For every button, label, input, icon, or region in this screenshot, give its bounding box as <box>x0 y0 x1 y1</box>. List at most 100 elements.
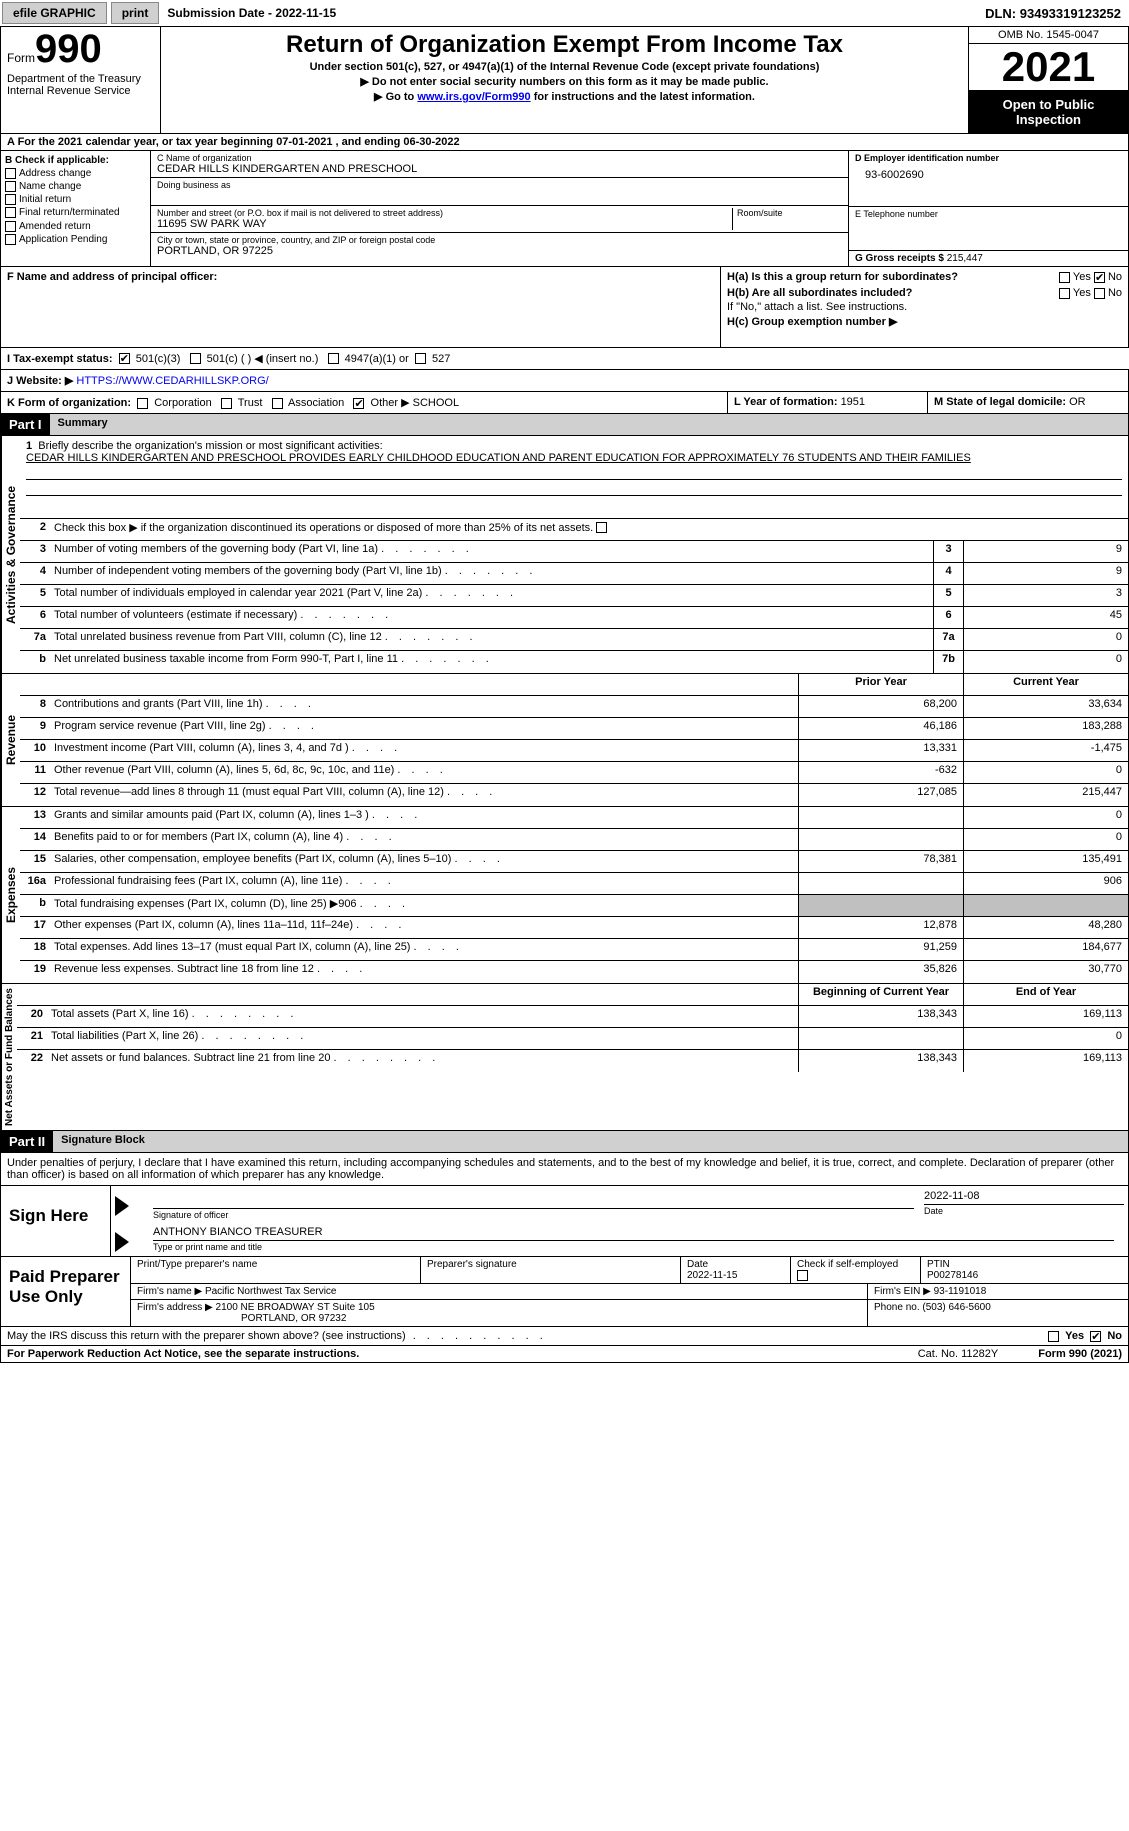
firm-phone: (503) 646-5600 <box>922 1302 990 1313</box>
print-button[interactable]: print <box>111 2 160 24</box>
city-state-zip: PORTLAND, OR 97225 <box>157 245 842 257</box>
firm-name: Pacific Northwest Tax Service <box>205 1286 337 1297</box>
table-row: 9Program service revenue (Part VIII, lin… <box>20 718 1128 740</box>
form-title: Return of Organization Exempt From Incom… <box>165 31 964 59</box>
revenue-table: Revenue Prior YearCurrent Year 8Contribu… <box>0 674 1129 807</box>
sign-here-block: Sign Here Signature of officer 2022-11-0… <box>0 1186 1129 1257</box>
city-label: City or town, state or province, country… <box>157 235 842 245</box>
cb-address-change[interactable] <box>5 168 16 179</box>
part-2-header: Part II Signature Block <box>0 1131 1129 1153</box>
officer-name-label: Type or print name and title <box>153 1240 1114 1252</box>
hb-yes[interactable] <box>1059 288 1070 299</box>
name-arrow-icon <box>115 1232 129 1252</box>
street-address: 11695 SW PARK WAY <box>157 218 732 230</box>
part-1-header: Part I Summary <box>0 414 1129 436</box>
cb-name-change[interactable] <box>5 181 16 192</box>
room-label: Room/suite <box>737 208 842 218</box>
pra-notice: For Paperwork Reduction Act Notice, see … <box>7 1348 359 1360</box>
table-row: bTotal fundraising expenses (Part IX, co… <box>20 895 1128 917</box>
dba-label: Doing business as <box>157 180 842 190</box>
table-row: 8Contributions and grants (Part VIII, li… <box>20 696 1128 718</box>
form-header: Form990 Department of the Treasury Inter… <box>0 27 1129 134</box>
row-a-tax-year: A For the 2021 calendar year, or tax yea… <box>0 134 1129 151</box>
gross-receipts-label: G Gross receipts $ <box>855 253 947 264</box>
row-k-label: K Form of organization: <box>7 397 131 409</box>
cb-discontinued[interactable] <box>596 522 607 533</box>
col-b-checkboxes: B Check if applicable: Address change Na… <box>1 151 151 266</box>
irs-link[interactable]: www.irs.gov/Form990 <box>417 91 530 103</box>
cb-501c[interactable] <box>190 353 201 364</box>
cb-amended[interactable] <box>5 221 16 232</box>
col-beginning-year: Beginning of Current Year <box>798 984 963 1005</box>
row-i-tax-status: I Tax-exempt status: 501(c)(3) 501(c) ( … <box>0 348 1129 370</box>
irs-discuss-no[interactable] <box>1090 1331 1101 1342</box>
officer-name: ANTHONY BIANCO TREASURER <box>153 1226 1114 1238</box>
telephone-label: E Telephone number <box>855 209 1122 219</box>
gross-receipts-value: 215,447 <box>947 253 983 264</box>
principal-officer: F Name and address of principal officer: <box>1 267 721 347</box>
org-name: CEDAR HILLS KINDERGARTEN AND PRESCHOOL <box>157 163 842 175</box>
ptin-label: PTIN <box>927 1259 950 1270</box>
vtab-net-assets: Net Assets or Fund Balances <box>1 984 17 1130</box>
cb-initial-return[interactable] <box>5 194 16 205</box>
row-i-label: I Tax-exempt status: <box>7 353 113 365</box>
firm-addr2: PORTLAND, OR 97232 <box>241 1313 346 1324</box>
vtab-expenses: Expenses <box>1 807 20 983</box>
firm-ein: 93-1191018 <box>934 1286 987 1297</box>
table-row: 22Net assets or fund balances. Subtract … <box>17 1050 1128 1072</box>
goto-notice: ▶ Go to www.irs.gov/Form990 for instruct… <box>165 90 964 103</box>
firm-ein-label: Firm's EIN ▶ <box>874 1286 934 1297</box>
table-row: 11Other revenue (Part VIII, column (A), … <box>20 762 1128 784</box>
cb-527[interactable] <box>415 353 426 364</box>
open-inspection: Open to Public Inspection <box>969 91 1128 133</box>
col-end-year: End of Year <box>963 984 1128 1005</box>
cb-trust[interactable] <box>221 398 232 409</box>
section-fh: F Name and address of principal officer:… <box>0 267 1129 348</box>
section-bcd: B Check if applicable: Address change Na… <box>0 151 1129 267</box>
col-degh: D Employer identification number93-60026… <box>848 151 1128 266</box>
cb-501c3[interactable] <box>119 353 130 364</box>
ha-yes[interactable] <box>1059 272 1070 283</box>
penalty-statement: Under penalties of perjury, I declare th… <box>0 1153 1129 1186</box>
submission-date: Submission Date - 2022-11-15 <box>161 3 342 23</box>
cb-self-employed[interactable] <box>797 1270 808 1281</box>
table-row: 17Other expenses (Part IX, column (A), l… <box>20 917 1128 939</box>
irs-discuss-yes[interactable] <box>1048 1331 1059 1342</box>
irs-discuss-row: May the IRS discuss this return with the… <box>0 1327 1129 1346</box>
firm-phone-label: Phone no. <box>874 1302 922 1313</box>
vtab-activities: Activities & Governance <box>1 436 20 673</box>
hb-no[interactable] <box>1094 288 1105 299</box>
col-prior-year: Prior Year <box>798 674 963 695</box>
page-footer: For Paperwork Reduction Act Notice, see … <box>0 1346 1129 1363</box>
form-subtitle: Under section 501(c), 527, or 4947(a)(1)… <box>165 61 964 73</box>
part-2-title: Signature Block <box>53 1131 1128 1152</box>
cb-other[interactable] <box>353 398 364 409</box>
street-label: Number and street (or P.O. box if mail i… <box>157 208 732 218</box>
website-link[interactable]: HTTPS://WWW.CEDARHILLSKP.ORG/ <box>76 375 268 387</box>
firm-addr-label: Firm's address ▶ <box>137 1302 216 1313</box>
cb-assoc[interactable] <box>272 398 283 409</box>
header-center: Return of Organization Exempt From Incom… <box>161 27 968 133</box>
paid-preparer-block: Paid Preparer Use Only Print/Type prepar… <box>0 1257 1129 1327</box>
table-row: 6Total number of volunteers (estimate if… <box>20 607 1128 629</box>
group-return: H(a) Is this a group return for subordin… <box>721 267 1128 347</box>
cb-final-return[interactable] <box>5 207 16 218</box>
ssn-notice: ▶ Do not enter social security numbers o… <box>165 75 964 88</box>
cb-pending[interactable] <box>5 234 16 245</box>
table-row: 20Total assets (Part X, line 16) . . . .… <box>17 1006 1128 1028</box>
col-b-label: B Check if applicable: <box>5 155 146 166</box>
form-number: 990 <box>35 27 102 71</box>
table-row: 13Grants and similar amounts paid (Part … <box>20 807 1128 829</box>
table-row: 18Total expenses. Add lines 13–17 (must … <box>20 939 1128 961</box>
dept-treasury: Department of the Treasury <box>7 73 154 85</box>
cb-corp[interactable] <box>137 398 148 409</box>
preparer-sig-label: Preparer's signature <box>427 1259 517 1270</box>
ha-no[interactable] <box>1094 272 1105 283</box>
cb-4947[interactable] <box>328 353 339 364</box>
net-assets-table: Net Assets or Fund Balances Beginning of… <box>0 984 1129 1131</box>
sign-date-label: Date <box>924 1204 1124 1216</box>
mission-text: CEDAR HILLS KINDERGARTEN AND PRESCHOOL P… <box>26 452 971 464</box>
ein-value: 93-6002690 <box>855 163 1122 187</box>
table-row: bNet unrelated business taxable income f… <box>20 651 1128 673</box>
table-row: 4Number of independent voting members of… <box>20 563 1128 585</box>
